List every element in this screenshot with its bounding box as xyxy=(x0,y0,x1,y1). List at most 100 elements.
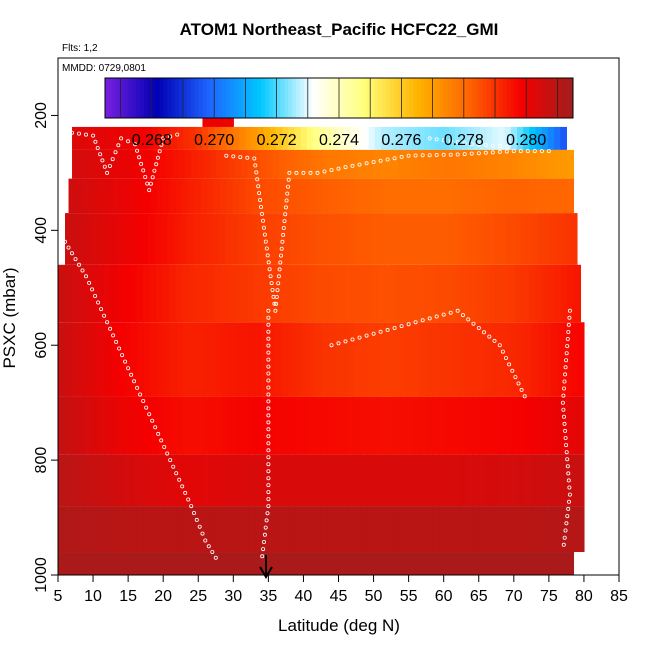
heatmap-cell xyxy=(551,396,559,455)
flight-sample-point xyxy=(336,166,341,171)
heatmap-cell xyxy=(96,552,104,575)
colorbar-segment xyxy=(206,78,211,118)
y-tick-label: 200 xyxy=(33,102,50,129)
colorbar-segment xyxy=(214,78,219,118)
heatmap-cell xyxy=(518,396,526,455)
x-tick-label: 25 xyxy=(189,588,207,605)
heatmap-cell xyxy=(309,552,317,575)
heatmap-cell xyxy=(360,322,368,397)
heatmap-cell xyxy=(431,552,439,575)
heatmap-cell xyxy=(183,126,191,150)
heatmap-cell xyxy=(353,396,362,455)
heatmap-cell xyxy=(137,178,145,214)
flight-sample-point xyxy=(287,170,292,175)
heatmap-cell xyxy=(322,149,330,179)
colorbar-segment xyxy=(420,78,426,118)
colorbar-segment xyxy=(495,78,500,118)
flight-sample-point xyxy=(301,170,306,175)
heatmap-cell xyxy=(161,552,169,575)
heatmap-cell xyxy=(71,264,79,323)
heatmap-cell xyxy=(255,322,263,397)
colorbar-segment xyxy=(506,78,512,118)
heatmap-cell xyxy=(479,126,487,150)
heatmap-cell xyxy=(529,149,537,179)
flight-sample-point xyxy=(194,517,199,522)
heatmap-cell xyxy=(234,149,242,179)
heatmap-cell xyxy=(141,552,149,575)
heatmap-cell xyxy=(261,396,269,455)
heatmap-cell xyxy=(314,322,322,397)
heatmap-cell xyxy=(577,506,585,553)
heatmap-cell xyxy=(266,149,274,179)
flight-sample-point xyxy=(329,343,334,348)
flight-sample-point xyxy=(139,161,144,166)
heatmap-cell xyxy=(465,506,473,553)
heatmap-cell xyxy=(141,213,149,265)
heatmap-cell xyxy=(466,178,474,214)
flight-sample-point xyxy=(497,144,502,149)
heatmap-cell xyxy=(64,552,72,575)
heatmap-cell xyxy=(346,178,354,214)
colorbar-segment xyxy=(264,78,270,118)
heatmap-cell xyxy=(544,396,552,455)
flight-sample-point xyxy=(266,350,271,355)
heatmap-cell xyxy=(459,506,467,553)
heatmap-cell xyxy=(358,178,366,214)
colorbar-segment xyxy=(459,78,465,118)
heatmap-cell xyxy=(72,149,79,179)
heatmap-cell xyxy=(193,552,201,575)
flight-sample-point xyxy=(156,431,161,436)
heatmap-cell xyxy=(564,396,572,455)
heatmap-cell xyxy=(399,552,407,575)
flight-sample-point xyxy=(492,338,497,343)
flight-sample-point xyxy=(490,150,495,155)
heatmap-cell xyxy=(542,149,549,179)
heatmap-cell xyxy=(411,126,419,150)
flight-sample-point xyxy=(504,149,509,154)
flight-sample-point xyxy=(266,427,271,432)
heatmap-cell xyxy=(256,213,264,265)
heatmap-cell xyxy=(380,506,388,553)
heatmap-cell xyxy=(445,396,454,455)
heatmap-cell xyxy=(386,454,394,507)
heatmap-cell xyxy=(203,149,211,179)
heatmap-cell xyxy=(544,322,552,397)
heatmap-cell xyxy=(478,396,486,455)
flight-sample-point xyxy=(563,372,568,377)
heatmap-cell xyxy=(289,178,297,214)
heatmap-cell xyxy=(226,126,234,150)
flight-sample-point xyxy=(266,329,271,334)
flight-sample-point xyxy=(70,251,75,256)
flight-sample-point xyxy=(343,339,348,344)
flight-sample-point xyxy=(162,444,167,449)
heatmap-cell xyxy=(521,264,529,323)
y-axis: 200 400 600 800 1000 xyxy=(33,102,58,593)
colorbar-segment xyxy=(549,78,554,118)
colorbar-segment xyxy=(151,78,157,118)
heatmap-cell xyxy=(266,264,275,323)
heatmap-cell xyxy=(202,322,210,397)
colorbar-segment xyxy=(362,78,367,118)
flight-sample-point xyxy=(147,412,152,417)
heatmap-cell xyxy=(373,322,381,397)
flight-sample-point xyxy=(274,294,279,299)
flight-sample-point xyxy=(257,191,262,196)
heatmap-cell xyxy=(544,506,552,553)
heatmap-cell xyxy=(314,396,322,455)
colorbar-segment xyxy=(436,78,441,118)
heatmap-cell xyxy=(84,126,92,150)
flight-sample-point xyxy=(266,448,271,453)
heatmap-cell xyxy=(492,126,500,150)
heatmap-cell xyxy=(128,149,136,179)
heatmap-cell xyxy=(419,322,427,397)
heatmap-cell xyxy=(182,264,190,323)
heatmap-cell xyxy=(430,126,438,150)
flight-sample-point xyxy=(91,133,96,138)
colorbar-segment xyxy=(229,78,235,118)
heatmap-cell xyxy=(504,126,512,150)
heatmap-cell xyxy=(169,264,177,323)
heatmap-cell xyxy=(242,506,250,553)
flight-sample-point xyxy=(203,538,208,543)
heatmap-cell xyxy=(516,178,524,214)
